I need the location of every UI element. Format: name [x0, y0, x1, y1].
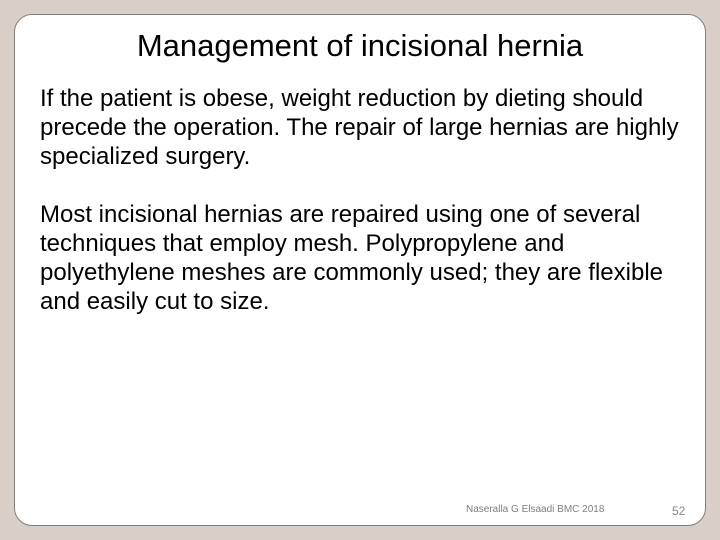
body-paragraph: Most incisional hernias are repaired usi… [40, 200, 680, 316]
slide-body: If the patient is obese, weight reductio… [40, 84, 680, 316]
body-paragraph [40, 171, 680, 200]
body-paragraph: If the patient is obese, weight reductio… [40, 84, 680, 171]
slide-outer: Management of incisional hernia If the p… [0, 0, 720, 540]
footer-page-number: 52 [672, 504, 685, 518]
slide-title: Management of incisional hernia [60, 28, 660, 64]
footer-author: Naseralla G Elsaadi BMC 2018 [466, 504, 604, 515]
